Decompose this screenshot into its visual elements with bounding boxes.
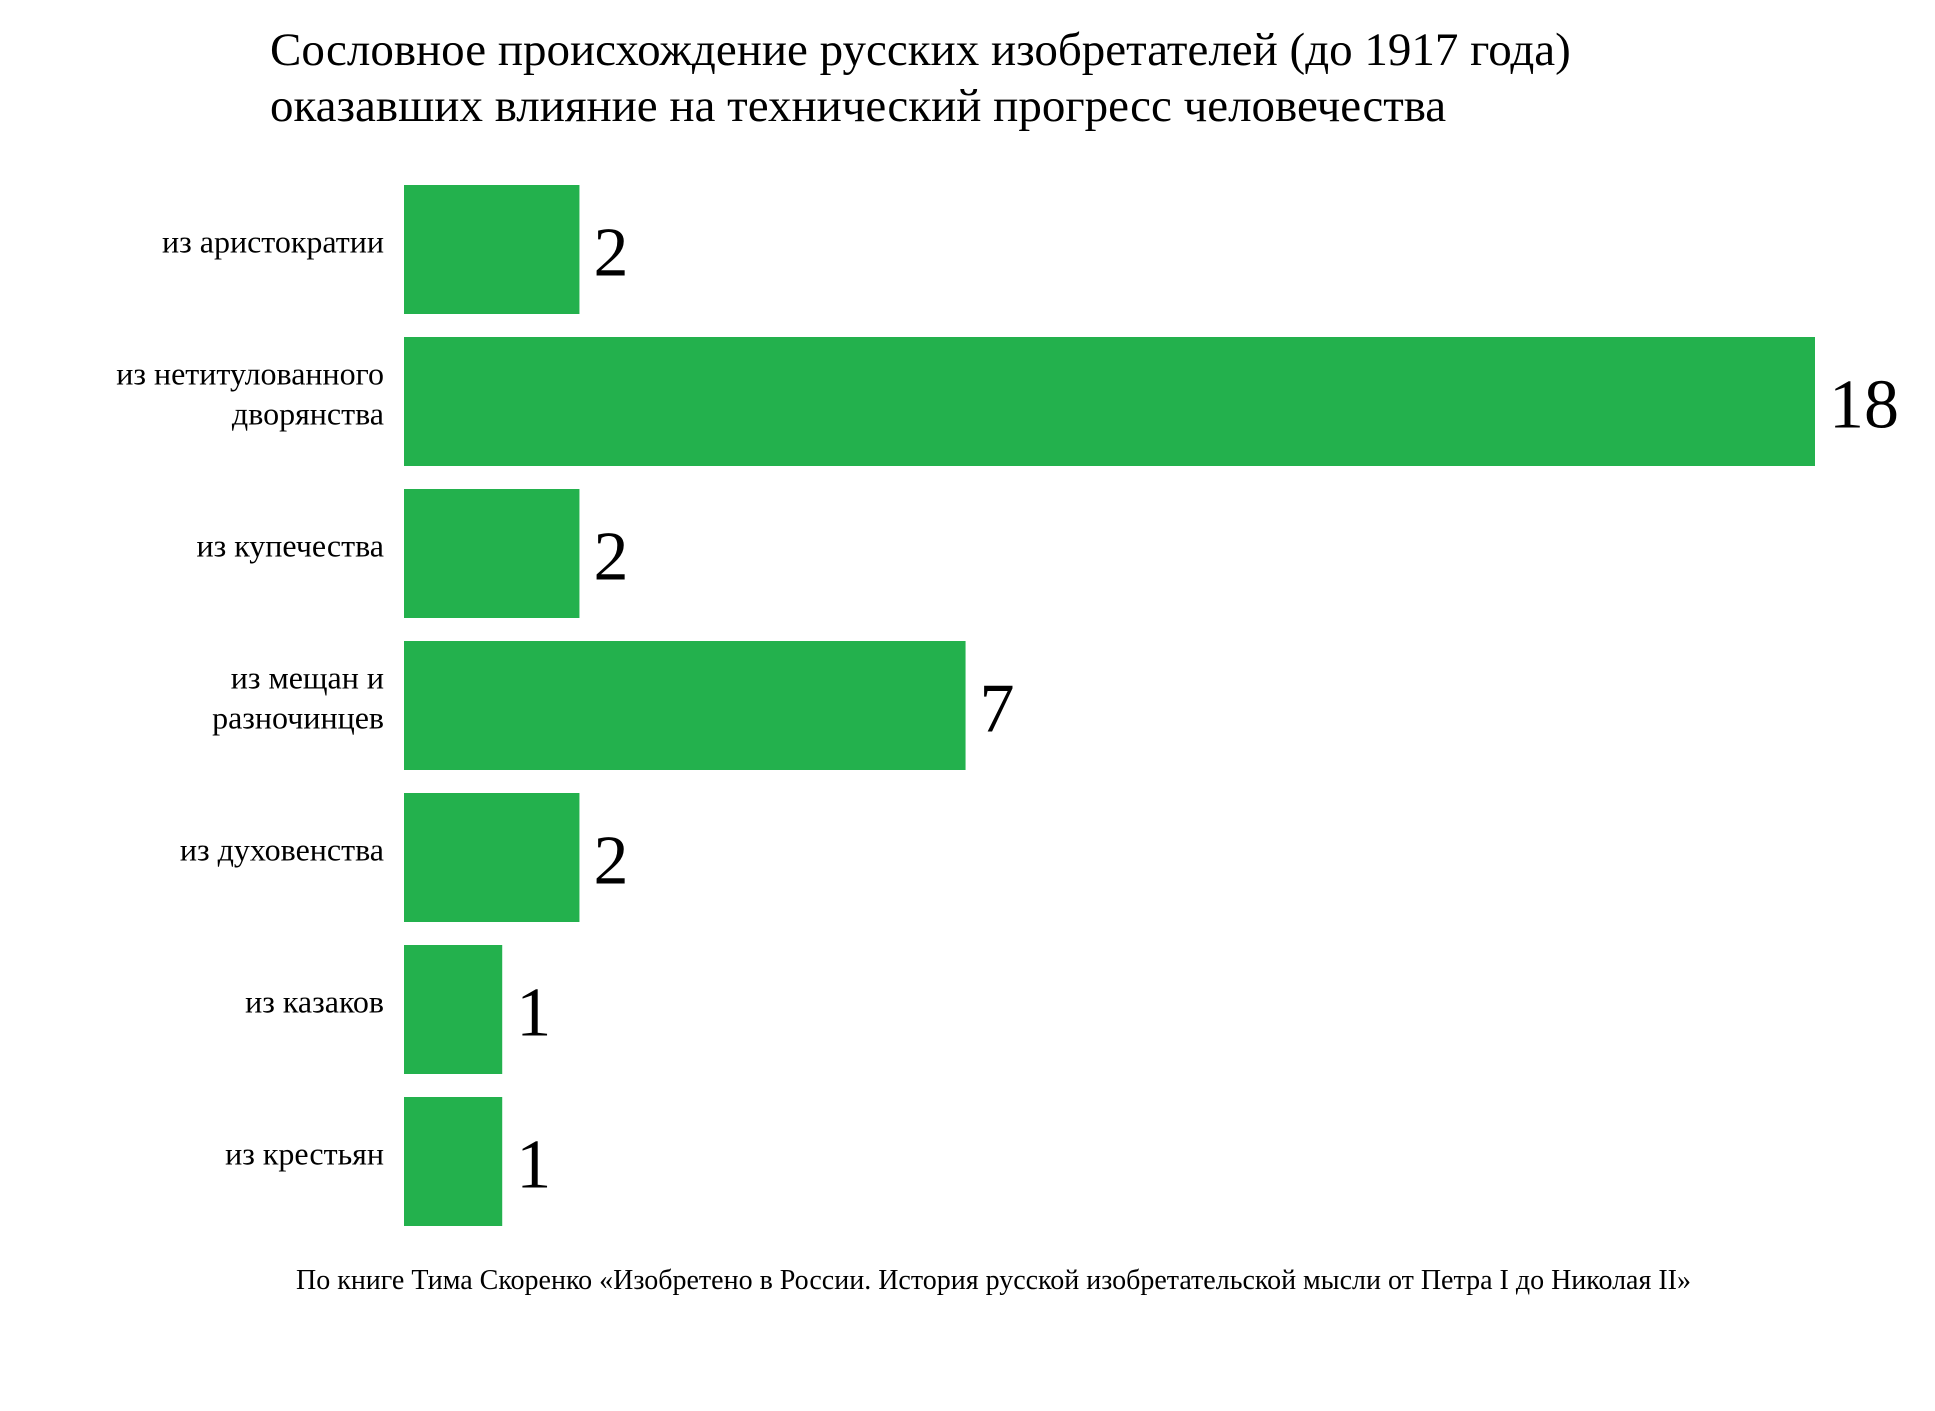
chart-title-line-1: Сословное происхождение русских изобрета… (270, 24, 1571, 76)
value-label: 2 (593, 823, 628, 900)
value-label: 1 (516, 975, 551, 1052)
bar (404, 793, 580, 922)
category-label: из духовенства (180, 832, 384, 868)
category-label: из нетитулованного (116, 356, 384, 392)
bar (404, 337, 1815, 466)
category-label: из казаков (245, 984, 384, 1020)
value-label: 2 (593, 215, 628, 292)
source-footnote: По книге Тима Скоренко «Изобретено в Рос… (296, 1265, 1692, 1296)
category-label: из купечества (196, 528, 384, 564)
category-label: из крестьян (225, 1136, 384, 1172)
value-label: 2 (593, 519, 628, 596)
chart-title: Сословное происхождение русских изобрета… (270, 22, 1571, 134)
category-label: дворянства (232, 396, 384, 432)
bar (404, 641, 966, 770)
chart-title-line-2: оказавших влияние на технический прогрес… (270, 80, 1447, 132)
value-label: 18 (1829, 367, 1899, 444)
category-label: из аристократии (162, 224, 384, 260)
category-label: разночинцев (212, 700, 384, 736)
category-label: из мещан и (231, 660, 384, 696)
value-label: 1 (516, 1127, 551, 1204)
bar (404, 1097, 503, 1226)
bar (404, 945, 503, 1074)
bar (404, 489, 580, 618)
value-label: 7 (980, 671, 1015, 748)
bar (404, 185, 580, 314)
